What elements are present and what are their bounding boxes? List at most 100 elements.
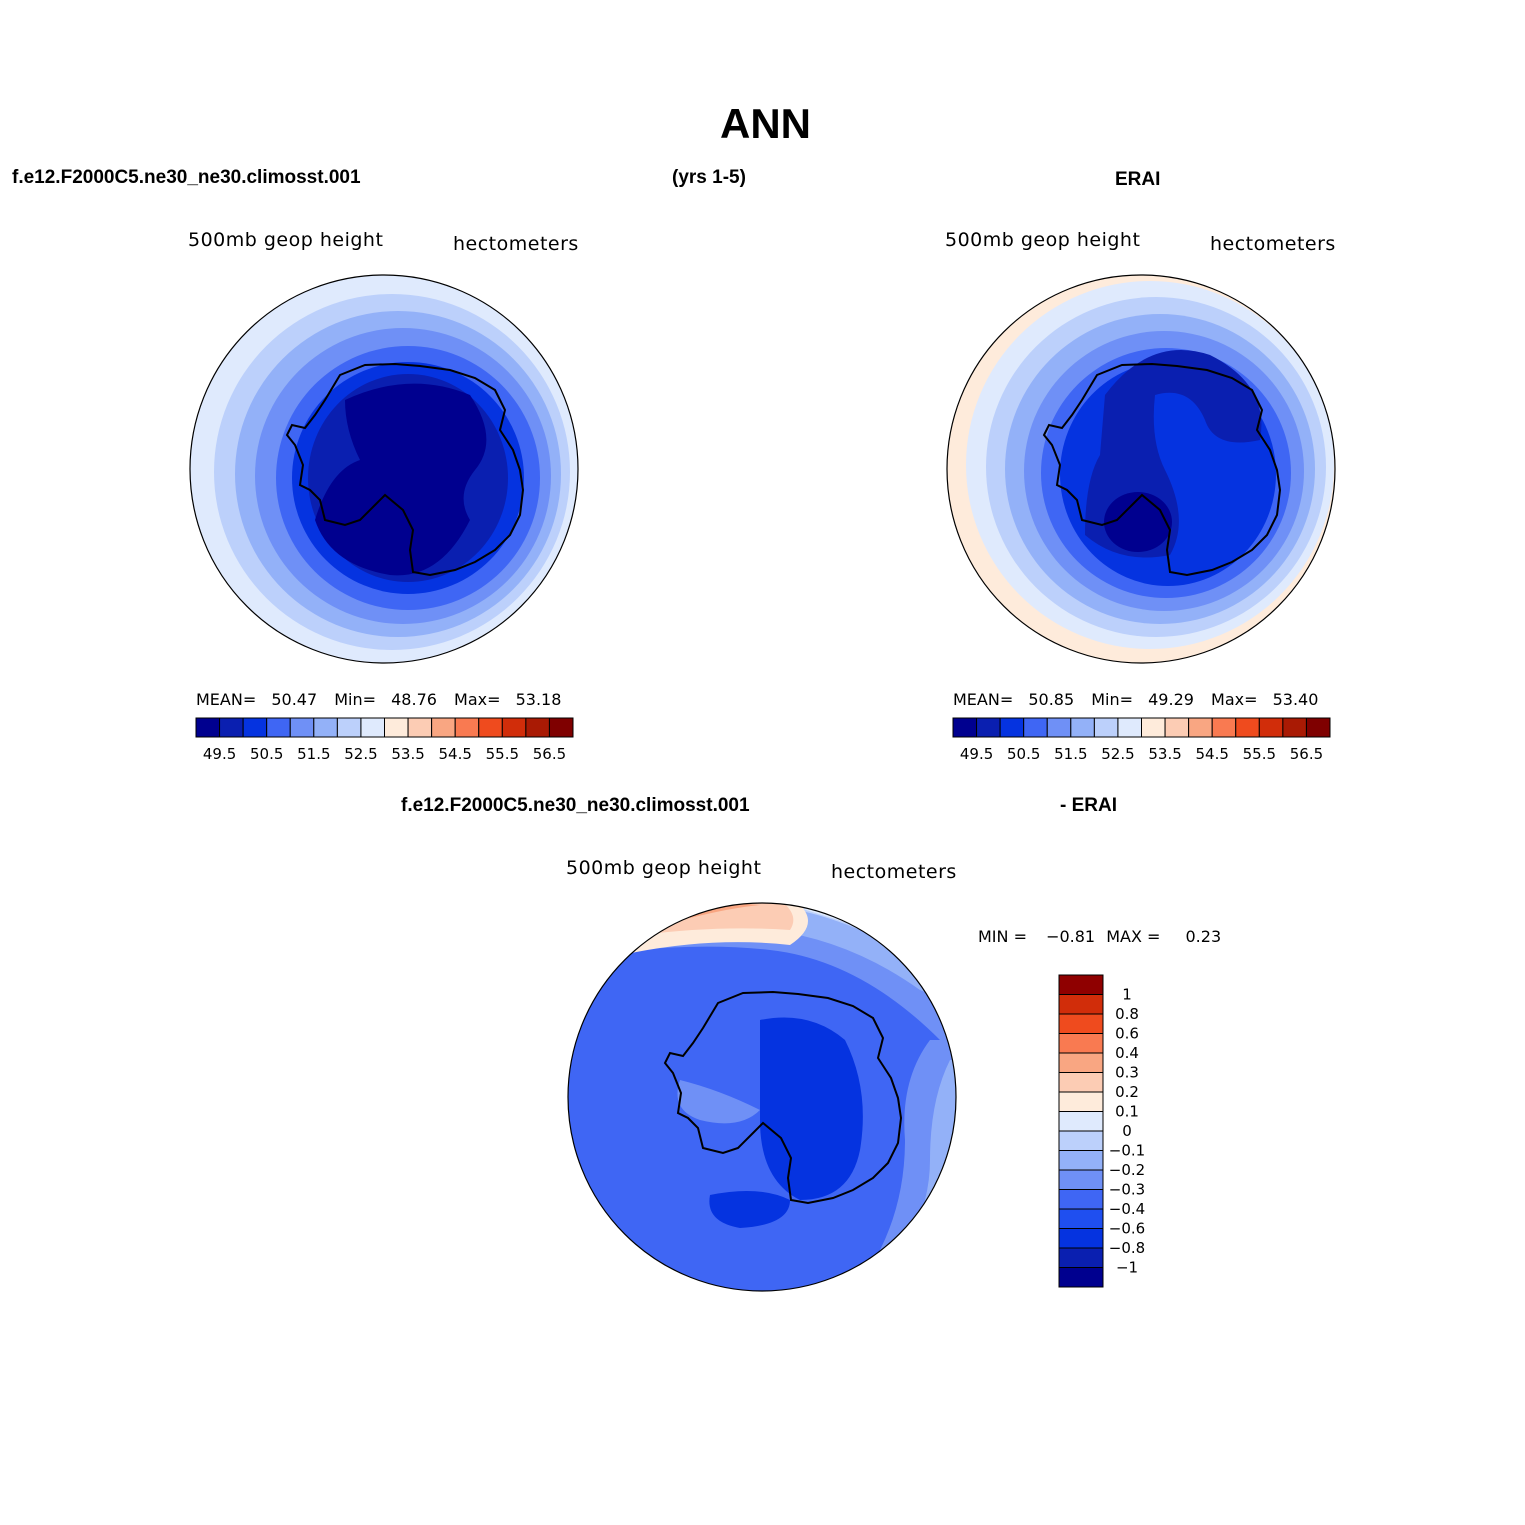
diff-colorbar-swatch bbox=[1058, 1072, 1104, 1093]
diff-colorbar-tick-label: 0.1 bbox=[1115, 1103, 1139, 1121]
diff-colorbar-swatch bbox=[1058, 1091, 1104, 1112]
model-colorbar-swatch bbox=[478, 717, 503, 738]
years-label: (yrs 1-5) bbox=[672, 167, 746, 188]
model-colorbar-swatch bbox=[525, 717, 550, 738]
obs-colorbar-tick-label: 51.5 bbox=[1054, 745, 1087, 763]
obs-colorbar-swatch bbox=[1093, 717, 1119, 738]
obs-units-label: hectometers bbox=[1210, 233, 1336, 255]
model-variable-label: 500mb geop height bbox=[188, 229, 384, 251]
obs-colorbar-swatch bbox=[1258, 717, 1284, 738]
obs-max-label: Max= bbox=[1211, 690, 1258, 709]
obs-colorbar-tick-label: 53.5 bbox=[1148, 745, 1181, 763]
model-max-value: 53.18 bbox=[515, 690, 562, 709]
model-stats: MEAN= 50.47 Min= 48.76 Max= 53.18 bbox=[196, 690, 561, 709]
diff-variable-label: 500mb geop height bbox=[566, 857, 762, 879]
diff-colorbar-swatch bbox=[1058, 1150, 1104, 1171]
obs-colorbar-swatch bbox=[1046, 717, 1072, 738]
model-colorbar: 49.5 50.5 51.5 52.5 53.5 54.5 55.5 56.5 bbox=[195, 717, 574, 763]
obs-map bbox=[946, 274, 1336, 664]
diff-colorbar-swatch bbox=[1058, 1130, 1104, 1151]
obs-colorbar: 49.5 50.5 51.5 52.5 53.5 54.5 55.5 56.5 bbox=[952, 717, 1331, 763]
diff-colorbar-swatch bbox=[1058, 1033, 1104, 1054]
obs-colorbar-swatch bbox=[1023, 717, 1048, 738]
diff-colorbar-swatch bbox=[1058, 1169, 1104, 1190]
diff-colorbar-tick-label: −0.6 bbox=[1109, 1220, 1145, 1238]
diff-colorbar-swatch bbox=[1058, 974, 1104, 995]
obs-colorbar-swatch bbox=[1211, 717, 1237, 738]
diff-colorbar-tick-label: 1 bbox=[1122, 986, 1132, 1004]
model-colorbar-swatch bbox=[431, 717, 456, 738]
diff-colorbar: −1 −0.8−0.6 −0.4−0.3 −0.2−0.1 00.1 0.20.3 0.40… bbox=[1058, 974, 1145, 1288]
model-mean-label: MEAN= bbox=[196, 690, 257, 709]
model-colorbar-tick-label: 54.5 bbox=[438, 745, 471, 763]
model-map bbox=[189, 274, 579, 664]
diff-min-value: −0.81 bbox=[1046, 927, 1096, 946]
diff-colorbar-tick-label: 0.2 bbox=[1115, 1083, 1139, 1101]
diff-colorbar-tick-label: −0.3 bbox=[1109, 1181, 1145, 1199]
model-colorbar-swatch bbox=[289, 717, 315, 738]
obs-colorbar-tick-label: 54.5 bbox=[1195, 745, 1228, 763]
diff-colorbar-tick-label: 0 bbox=[1122, 1122, 1132, 1140]
obs-colorbar-swatch bbox=[952, 717, 978, 738]
model-min-value: 48.76 bbox=[391, 690, 437, 709]
obs-mean-label: MEAN= bbox=[953, 690, 1014, 709]
obs-max-value: 53.40 bbox=[1272, 690, 1319, 709]
diff-colorbar-tick-label: −0.4 bbox=[1109, 1200, 1145, 1218]
obs-min-label: Min= bbox=[1091, 690, 1134, 709]
obs-mean-value: 50.85 bbox=[1028, 690, 1075, 709]
diff-colorbar-tick-label: 0.6 bbox=[1115, 1025, 1139, 1043]
obs-colorbar-swatch bbox=[1117, 717, 1142, 738]
obs-colorbar-swatch bbox=[1070, 717, 1095, 738]
model-max-label: Max= bbox=[454, 690, 501, 709]
diff-colorbar-tick-label: −0.1 bbox=[1109, 1142, 1145, 1160]
obs-colorbar-swatch bbox=[999, 717, 1025, 738]
obs-colorbar-tick-label: 50.5 bbox=[1007, 745, 1040, 763]
model-colorbar-tick-label: 56.5 bbox=[533, 745, 566, 763]
diff-colorbar-tick-label: −0.8 bbox=[1109, 1239, 1145, 1257]
figure-title: ANN bbox=[720, 100, 811, 147]
diff-max-value: 0.23 bbox=[1185, 927, 1222, 946]
model-colorbar-swatch bbox=[407, 717, 433, 738]
model-mean-value: 50.47 bbox=[271, 690, 318, 709]
diff-colorbar-swatch bbox=[1058, 1189, 1104, 1210]
diff-colorbar-tick-label: 0.4 bbox=[1115, 1044, 1139, 1062]
diff-obs-name: - ERAI bbox=[1060, 795, 1117, 816]
model-colorbar-swatch bbox=[384, 717, 409, 738]
obs-colorbar-swatch bbox=[1188, 717, 1213, 738]
obs-stats: MEAN= 50.85 Min= 49.29 Max= 53.40 bbox=[953, 690, 1318, 709]
model-colorbar-swatch bbox=[336, 717, 362, 738]
model-colorbar-tick-label: 55.5 bbox=[486, 745, 519, 763]
diff-colorbar-tick-label: −0.2 bbox=[1109, 1161, 1145, 1179]
obs-colorbar-swatch bbox=[1282, 717, 1307, 738]
diff-stats: MIN = −0.81 MAX = 0.23 bbox=[978, 927, 1221, 946]
diff-colorbar-swatch bbox=[1058, 994, 1104, 1015]
diff-colorbar-tick-label: 0.3 bbox=[1115, 1064, 1139, 1082]
diff-colorbar-swatch bbox=[1058, 1208, 1104, 1229]
obs-colorbar-swatch bbox=[1235, 717, 1260, 738]
diff-max-label: MAX = bbox=[1106, 927, 1161, 946]
diff-map bbox=[567, 902, 957, 1292]
obs-colorbar-swatch bbox=[976, 717, 1001, 738]
diff-colorbar-tick-label: −1 bbox=[1116, 1259, 1138, 1277]
model-colorbar-swatch bbox=[266, 717, 291, 738]
diff-units-label: hectometers bbox=[831, 861, 957, 883]
model-colorbar-tick-label: 49.5 bbox=[203, 745, 236, 763]
model-colorbar-swatch bbox=[242, 717, 268, 738]
model-colorbar-tick-label: 52.5 bbox=[344, 745, 377, 763]
model-colorbar-swatch bbox=[360, 717, 385, 738]
obs-name: ERAI bbox=[1115, 169, 1161, 190]
model-colorbar-swatch bbox=[548, 717, 574, 738]
model-colorbar-tick-label: 53.5 bbox=[391, 745, 424, 763]
obs-colorbar-tick-label: 55.5 bbox=[1243, 745, 1276, 763]
model-colorbar-swatch bbox=[501, 717, 527, 738]
model-min-label: Min= bbox=[334, 690, 377, 709]
model-colorbar-swatch bbox=[195, 717, 221, 738]
diff-colorbar-swatch bbox=[1058, 1228, 1104, 1249]
obs-colorbar-tick-label: 49.5 bbox=[960, 745, 993, 763]
diff-colorbar-swatch bbox=[1058, 1111, 1104, 1132]
case-name: f.e12.F2000C5.ne30_ne30.climosst.001 bbox=[12, 167, 361, 188]
obs-colorbar-tick-label: 56.5 bbox=[1290, 745, 1323, 763]
model-colorbar-tick-label: 50.5 bbox=[250, 745, 283, 763]
model-colorbar-swatch bbox=[313, 717, 338, 738]
obs-colorbar-swatch bbox=[1141, 717, 1166, 738]
